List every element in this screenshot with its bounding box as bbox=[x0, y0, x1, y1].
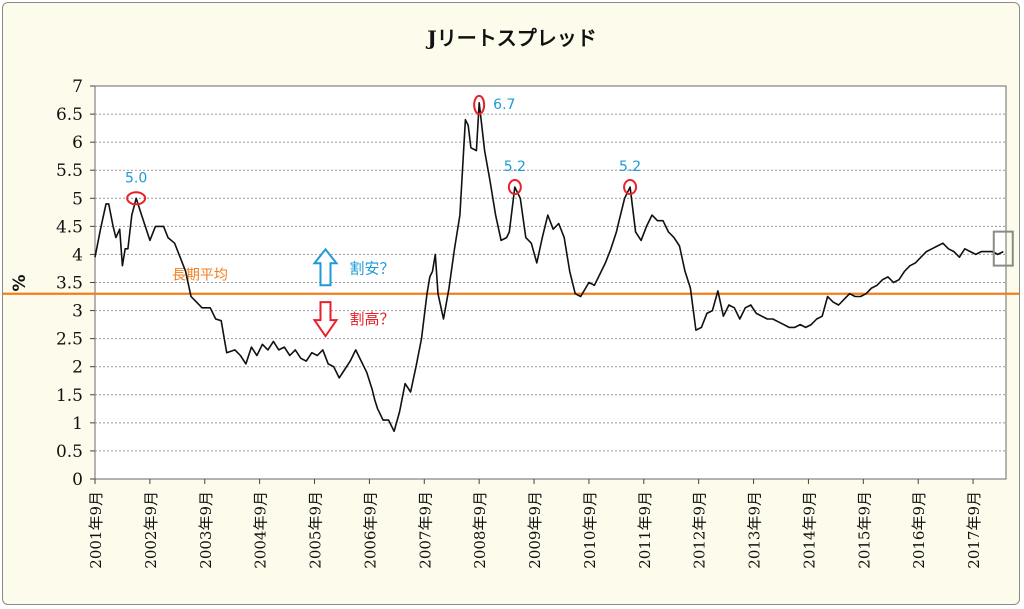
x-tick-label: 2017年9月 bbox=[965, 491, 983, 569]
y-tick-label: 6.5 bbox=[56, 105, 83, 125]
y-axis-ticks: 0 0.5 1 1.5 2 2.5 3 3.5 4 4.5 5 5.5 6 6.5 7 bbox=[56, 77, 95, 490]
y-tick-label: 3.5 bbox=[56, 274, 83, 294]
x-tick-label: 2002年9月 bbox=[142, 491, 160, 569]
x-tick-label: 2013年9月 bbox=[746, 491, 764, 569]
y-tick-label: 0.5 bbox=[56, 442, 83, 462]
x-tick-label: 2015年9月 bbox=[855, 491, 873, 569]
peak-label: 6.7 bbox=[493, 97, 515, 113]
peak-label: 5.2 bbox=[619, 159, 641, 175]
up-arrow-shape bbox=[312, 247, 339, 287]
peak-label: 5.0 bbox=[125, 170, 147, 186]
x-tick-label: 2016年9月 bbox=[910, 491, 928, 569]
x-axis-ticks: 2001年9月 2002年9月 2003年9月 2004年9月 2005年9月 2006年… bbox=[87, 479, 983, 569]
plot-area bbox=[94, 85, 1007, 480]
x-tick-label: 2010年9月 bbox=[581, 491, 599, 569]
y-tick-label: 5 bbox=[72, 189, 83, 209]
y-tick-label: 1 bbox=[72, 414, 83, 434]
x-tick-label: 2001年9月 bbox=[87, 491, 105, 569]
y-tick-label: 7 bbox=[72, 77, 83, 97]
chart-canvas: Jリートスプレッド 00.511.522.533.544.555.566.57 … bbox=[3, 26, 1019, 569]
y-axis-label: % bbox=[10, 274, 30, 291]
y-tick-label: 2.5 bbox=[56, 330, 83, 350]
down-arrow-shape bbox=[312, 301, 339, 338]
y-tick-label: 1.5 bbox=[56, 386, 83, 406]
down-arrow-icon bbox=[312, 301, 339, 338]
expensive-annotation: 割高？ bbox=[349, 310, 394, 328]
up-arrow-icon bbox=[312, 247, 339, 287]
y-tick-label: 4.5 bbox=[56, 217, 83, 237]
peak-label: 5.2 bbox=[504, 159, 526, 175]
y-tick-label: 6 bbox=[72, 133, 83, 153]
x-tick-label: 2003年9月 bbox=[197, 491, 215, 569]
x-tick-label: 2004年9月 bbox=[252, 491, 270, 569]
x-tick-label: 2012年9月 bbox=[691, 491, 709, 569]
x-tick-label: 2009年9月 bbox=[526, 491, 544, 569]
y-tick-label: 0 bbox=[72, 470, 83, 490]
chart-title: Jリートスプレッド bbox=[425, 26, 596, 50]
peak-circle bbox=[623, 179, 638, 196]
latest-value-highlight-box bbox=[992, 230, 1014, 267]
y-tick-label: 3 bbox=[72, 302, 83, 322]
peak-circle bbox=[507, 179, 522, 196]
x-tick-label: 2014年9月 bbox=[800, 491, 818, 569]
y-tick-label: 5.5 bbox=[56, 161, 83, 181]
x-tick-label: 2011年9月 bbox=[636, 491, 654, 569]
peak-circle bbox=[126, 191, 147, 206]
y-tick-label: 4 bbox=[72, 245, 83, 265]
x-tick-label: 2008年9月 bbox=[471, 491, 489, 569]
peak-markers: 5.0 6.7 5.2 5.2 bbox=[125, 94, 641, 206]
cheap-annotation: 割安？ bbox=[349, 259, 394, 277]
y-tick-label: 2 bbox=[72, 358, 83, 378]
x-tick-label: 2007年9月 bbox=[416, 491, 434, 569]
peak-circle bbox=[473, 94, 486, 115]
long-term-average-label: 長期平均 bbox=[172, 268, 228, 284]
x-tick-label: 2005年9月 bbox=[307, 491, 325, 569]
series-line-j-reit-spread bbox=[94, 102, 1004, 433]
x-tick-label: 2006年9月 bbox=[361, 491, 379, 569]
